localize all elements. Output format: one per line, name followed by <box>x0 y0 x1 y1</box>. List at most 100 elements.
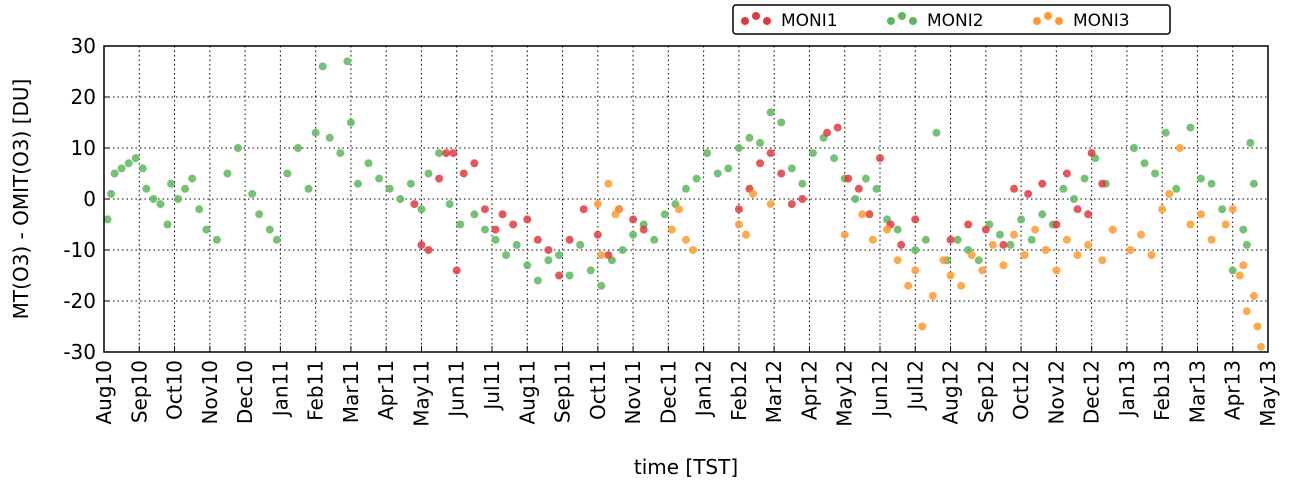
y-tick-label: 30 <box>71 34 96 58</box>
data-point <box>212 235 221 244</box>
x-tick-label: Sep11 <box>551 360 575 423</box>
data-point <box>396 195 405 203</box>
data-point <box>375 174 384 183</box>
data-point <box>502 251 511 260</box>
data-point <box>410 200 419 209</box>
data-point <box>777 118 786 127</box>
x-tick-label: May13 <box>1256 360 1280 427</box>
x-tick-label: Mar11 <box>339 360 363 423</box>
data-point <box>1172 184 1181 193</box>
x-tick-label: Dec12 <box>1080 360 1104 424</box>
x-tick-label: Jul12 <box>903 360 927 412</box>
data-point <box>597 281 606 290</box>
data-point <box>167 179 176 188</box>
data-point <box>149 195 158 203</box>
legend-marker <box>898 12 906 20</box>
plot-frame <box>103 45 1269 353</box>
legend-marker <box>1033 17 1041 25</box>
data-point <box>749 189 758 198</box>
data-point <box>124 159 133 168</box>
x-tick-label: Oct10 <box>163 360 187 420</box>
data-point <box>1239 225 1248 234</box>
data-point <box>565 235 574 244</box>
data-point <box>110 169 119 178</box>
data-point <box>1098 256 1107 265</box>
data-point <box>1147 251 1156 260</box>
data-point <box>509 220 518 229</box>
data-point <box>1165 189 1174 198</box>
data-point <box>181 184 190 193</box>
data-point <box>1080 174 1089 183</box>
data-point <box>1151 169 1160 178</box>
data-point <box>202 225 211 234</box>
x-tick-label: Feb12 <box>727 360 751 421</box>
data-point <box>117 164 126 173</box>
data-point <box>1041 246 1050 254</box>
data-point <box>1073 205 1082 214</box>
x-tick-label: Jan11 <box>268 360 292 418</box>
data-point <box>195 205 204 214</box>
data-point <box>456 220 465 229</box>
data-point <box>798 195 807 203</box>
data-point <box>1175 144 1184 152</box>
data-point <box>131 154 140 163</box>
data-point <box>1129 144 1138 152</box>
data-point <box>445 200 454 209</box>
data-point <box>544 256 553 265</box>
data-point <box>1221 220 1230 229</box>
data-point <box>830 154 839 163</box>
data-point <box>283 169 292 178</box>
data-point <box>766 108 775 117</box>
data-point <box>576 240 585 249</box>
data-point <box>734 144 743 152</box>
data-point <box>248 189 257 198</box>
x-tick-label: Jan12 <box>692 360 716 418</box>
data-point <box>435 149 444 158</box>
data-point <box>1158 205 1167 214</box>
data-point <box>533 276 542 285</box>
data-point <box>1126 246 1135 254</box>
data-point <box>353 179 362 188</box>
data-point <box>470 159 479 168</box>
data-point <box>660 210 669 219</box>
data-point <box>597 251 606 260</box>
y-tick-label: 10 <box>71 136 96 160</box>
data-point <box>491 225 500 234</box>
data-point <box>512 240 521 249</box>
x-tick-label: Sep12 <box>974 360 998 423</box>
x-axis-label: time [TST] <box>634 455 738 479</box>
data-point <box>674 205 683 214</box>
x-tick-label: Apr12 <box>797 360 821 420</box>
data-point <box>449 149 458 158</box>
data-point <box>1084 240 1093 249</box>
data-point <box>1038 179 1047 188</box>
data-point <box>787 164 796 173</box>
data-point <box>593 200 602 209</box>
data-point <box>346 118 355 127</box>
data-point <box>1108 225 1117 234</box>
data-point <box>1073 251 1082 260</box>
data-point <box>981 225 990 234</box>
data-point <box>593 230 602 239</box>
data-point <box>844 174 853 183</box>
x-tick-label: Oct12 <box>1009 360 1033 420</box>
data-point <box>1228 205 1237 214</box>
y-tick-label: -20 <box>63 289 96 313</box>
data-point <box>734 205 743 214</box>
data-point <box>265 225 274 234</box>
data-point <box>480 225 489 234</box>
data-point <box>964 220 973 229</box>
data-point <box>1027 235 1036 244</box>
data-point <box>234 144 243 152</box>
data-point <box>939 256 948 265</box>
data-point <box>544 246 553 254</box>
data-point <box>188 174 197 183</box>
data-point <box>967 251 976 260</box>
data-point <box>1020 251 1029 260</box>
data-point <box>1246 138 1255 147</box>
data-point <box>417 240 426 249</box>
data-point <box>470 210 479 219</box>
data-point <box>523 215 532 224</box>
data-point <box>491 235 500 244</box>
data-point <box>107 189 116 198</box>
